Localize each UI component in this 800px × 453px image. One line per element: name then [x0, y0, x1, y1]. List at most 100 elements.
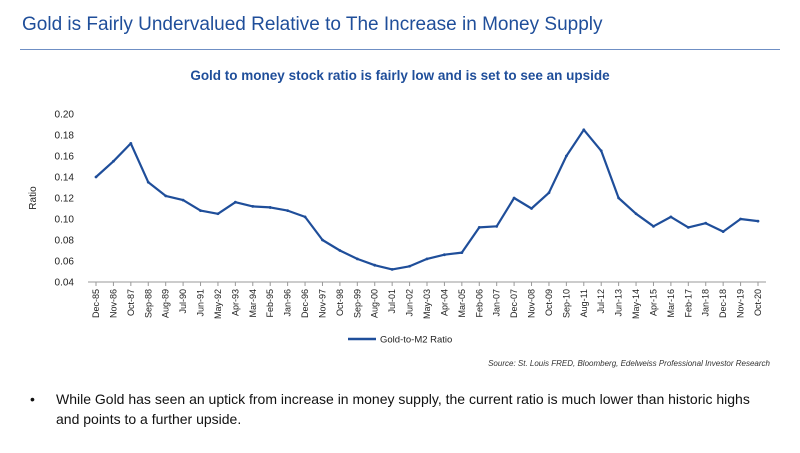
data-point — [564, 154, 568, 158]
legend-label: Gold-to-M2 Ratio — [380, 335, 452, 346]
data-point — [652, 224, 655, 228]
data-point — [425, 257, 429, 261]
data-point — [94, 175, 98, 179]
x-tick-label: Aug-11 — [579, 289, 589, 317]
x-tick-label: Apr-04 — [439, 289, 449, 316]
y-axis-ticks: 0.04 0.06 0.08 0.10 0.12 0.14 0.16 0.18 0.20 — [55, 110, 75, 289]
data-point — [547, 191, 551, 195]
data-point — [233, 200, 237, 204]
y-tick-label: 0.20 — [55, 110, 75, 121]
x-tick-label: Oct-20 — [753, 289, 763, 316]
source-note: Source: St. Louis FRED, Bloomberg, Edelw… — [488, 359, 770, 368]
x-tick-label: Sep-10 — [561, 289, 571, 318]
x-tick-label: Apr-15 — [648, 289, 658, 316]
data-point — [530, 207, 533, 210]
data-point — [704, 221, 708, 225]
x-tick-label: Nov-97 — [317, 289, 327, 318]
data-point — [355, 257, 359, 261]
x-tick-label: May-14 — [631, 289, 641, 319]
y-tick-label: 0.06 — [55, 257, 75, 268]
x-tick-label: May-03 — [422, 289, 432, 319]
series-line-gold-to-m2 — [95, 128, 759, 271]
data-point — [460, 251, 464, 255]
data-point — [164, 194, 168, 198]
data-point — [268, 206, 272, 209]
data-point — [443, 253, 446, 257]
x-tick-label: May-92 — [213, 289, 223, 319]
x-tick-label: Nov-08 — [527, 289, 537, 318]
x-tick-label: Jun-02 — [405, 289, 415, 317]
y-tick-label: 0.10 — [55, 215, 75, 226]
x-tick-label: Feb-95 — [265, 289, 275, 318]
x-tick-label: Aug-00 — [370, 289, 380, 318]
data-point — [303, 215, 307, 219]
data-point — [390, 268, 394, 271]
x-tick-label: Apr-93 — [230, 289, 240, 316]
y-tick-label: 0.14 — [55, 173, 75, 184]
x-tick-label: Sep-88 — [143, 289, 153, 318]
data-point — [495, 224, 499, 228]
y-tick-label: 0.16 — [55, 152, 75, 163]
data-point — [373, 263, 377, 267]
data-point — [721, 230, 725, 234]
data-point — [582, 128, 586, 132]
legend: Gold-to-M2 Ratio — [348, 335, 452, 346]
data-point — [512, 196, 516, 200]
x-tick-label: Dec-85 — [91, 289, 101, 318]
bullet-item: • While Gold has seen an uptick from inc… — [30, 389, 770, 429]
x-tick-label: Jul-01 — [387, 289, 397, 314]
x-tick-label: Dec-18 — [718, 289, 728, 318]
x-tick-label: Dec-96 — [300, 289, 310, 318]
series-group — [94, 128, 760, 271]
title-divider — [20, 49, 780, 50]
data-point — [216, 212, 220, 216]
x-tick-label: Jan-07 — [492, 289, 502, 317]
x-axis-ticks: Dec-85 Nov-86 Oct-87 Sep-88 Aug-89 Jul-90 Jun-… — [91, 282, 763, 319]
data-point — [129, 142, 133, 145]
x-tick-label: Jun-91 — [196, 289, 206, 317]
data-point — [739, 217, 742, 221]
data-point — [756, 219, 760, 223]
x-tick-label: Jul-12 — [596, 289, 606, 314]
y-tick-label: 0.04 — [55, 278, 75, 289]
x-tick-label: Oct-98 — [335, 289, 345, 316]
data-point — [477, 226, 481, 229]
data-point — [181, 198, 185, 202]
x-tick-label: Mar-16 — [666, 289, 676, 318]
x-tick-label: Mar-94 — [248, 289, 258, 318]
chart-title: Gold to money stock ratio is fairly low … — [190, 68, 610, 83]
y-tick-label: 0.12 — [55, 194, 75, 205]
data-point — [634, 212, 638, 216]
y-tick-label: 0.18 — [55, 131, 75, 142]
data-point — [112, 159, 115, 163]
x-tick-label: Aug-89 — [161, 289, 171, 318]
data-point — [321, 238, 324, 242]
x-tick-label: Nov-86 — [108, 289, 118, 318]
data-point — [338, 249, 342, 252]
x-tick-label: Jan-18 — [701, 289, 711, 317]
x-tick-label: Jun-13 — [614, 289, 624, 317]
x-tick-label: Feb-06 — [474, 289, 484, 318]
x-tick-label: Nov-19 — [736, 289, 746, 318]
x-tick-label: Sep-99 — [352, 289, 362, 318]
x-tick-label: Oct-87 — [126, 289, 136, 316]
x-tick-label: Mar-05 — [457, 289, 467, 318]
data-point — [617, 196, 621, 200]
bullet-mark: • — [30, 391, 35, 407]
x-tick-label: Jul-90 — [178, 289, 188, 314]
data-point — [251, 205, 255, 208]
data-point — [599, 149, 603, 153]
y-tick-label: 0.08 — [55, 236, 75, 247]
data-point — [408, 264, 411, 268]
x-tick-label: Dec-07 — [509, 289, 519, 318]
data-point — [669, 215, 673, 219]
x-tick-label: Jan-96 — [283, 289, 293, 317]
data-point — [146, 180, 150, 184]
data-point — [199, 209, 202, 213]
slide-title: Gold is Fairly Undervalued Relative to T… — [22, 14, 603, 35]
y-axis-title: Ratio — [28, 186, 39, 210]
bullet-text: While Gold has seen an uptick from incre… — [56, 391, 750, 427]
x-tick-label: Feb-17 — [683, 289, 693, 318]
data-point — [686, 226, 690, 229]
